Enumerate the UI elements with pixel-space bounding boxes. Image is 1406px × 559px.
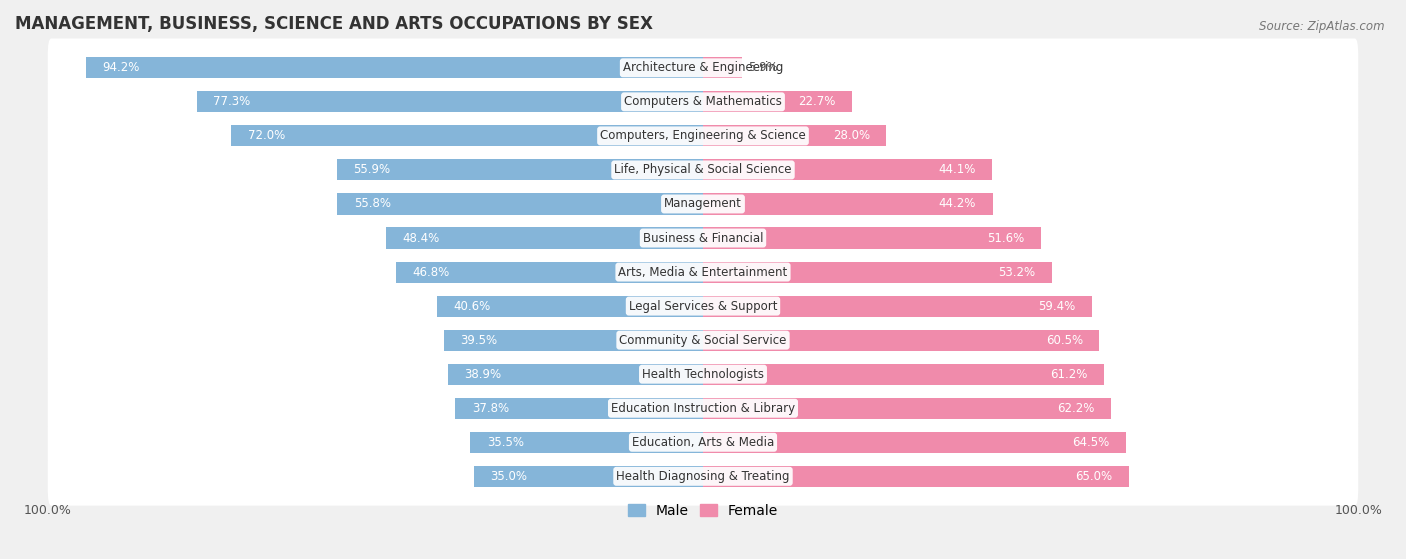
- Text: 59.4%: 59.4%: [1039, 300, 1076, 312]
- FancyBboxPatch shape: [48, 413, 1358, 472]
- Text: 48.4%: 48.4%: [402, 231, 440, 244]
- Text: Source: ZipAtlas.com: Source: ZipAtlas.com: [1260, 20, 1385, 32]
- Bar: [86, 57, 703, 78]
- Bar: [703, 432, 1126, 453]
- Text: Architecture & Engineering: Architecture & Engineering: [623, 61, 783, 74]
- Text: 55.8%: 55.8%: [354, 197, 391, 211]
- Bar: [703, 57, 741, 78]
- Text: 44.1%: 44.1%: [938, 163, 976, 177]
- Text: 28.0%: 28.0%: [832, 129, 870, 143]
- Text: 61.2%: 61.2%: [1050, 368, 1088, 381]
- Bar: [231, 125, 703, 146]
- Text: 22.7%: 22.7%: [799, 96, 835, 108]
- Bar: [456, 397, 703, 419]
- Text: Health Technologists: Health Technologists: [643, 368, 763, 381]
- Bar: [471, 432, 703, 453]
- Text: Life, Physical & Social Science: Life, Physical & Social Science: [614, 163, 792, 177]
- Text: 39.5%: 39.5%: [461, 334, 498, 347]
- Text: 35.0%: 35.0%: [491, 470, 527, 483]
- Text: 37.8%: 37.8%: [471, 402, 509, 415]
- Bar: [437, 296, 703, 316]
- Bar: [703, 91, 852, 112]
- Text: 35.5%: 35.5%: [486, 436, 524, 449]
- Text: 46.8%: 46.8%: [413, 266, 450, 278]
- Text: 60.5%: 60.5%: [1046, 334, 1083, 347]
- Text: 44.2%: 44.2%: [939, 197, 976, 211]
- FancyBboxPatch shape: [48, 107, 1358, 165]
- Text: 94.2%: 94.2%: [103, 61, 139, 74]
- Bar: [336, 159, 703, 181]
- Text: 51.6%: 51.6%: [987, 231, 1025, 244]
- Bar: [703, 228, 1040, 249]
- Bar: [337, 193, 703, 215]
- FancyBboxPatch shape: [48, 345, 1358, 404]
- Bar: [703, 193, 993, 215]
- Text: 72.0%: 72.0%: [247, 129, 285, 143]
- Bar: [703, 330, 1099, 350]
- Text: Education, Arts & Media: Education, Arts & Media: [631, 436, 775, 449]
- Bar: [396, 262, 703, 283]
- Text: Computers, Engineering & Science: Computers, Engineering & Science: [600, 129, 806, 143]
- Bar: [703, 397, 1111, 419]
- FancyBboxPatch shape: [48, 73, 1358, 131]
- Text: Business & Financial: Business & Financial: [643, 231, 763, 244]
- Text: 38.9%: 38.9%: [464, 368, 502, 381]
- Bar: [385, 228, 703, 249]
- Bar: [703, 159, 993, 181]
- Text: 53.2%: 53.2%: [998, 266, 1035, 278]
- FancyBboxPatch shape: [48, 379, 1358, 438]
- Text: Legal Services & Support: Legal Services & Support: [628, 300, 778, 312]
- Text: 5.9%: 5.9%: [748, 61, 778, 74]
- Text: Management: Management: [664, 197, 742, 211]
- Bar: [449, 364, 703, 385]
- FancyBboxPatch shape: [48, 209, 1358, 267]
- Text: Education Instruction & Library: Education Instruction & Library: [612, 402, 794, 415]
- Bar: [703, 296, 1092, 316]
- Text: 64.5%: 64.5%: [1071, 436, 1109, 449]
- FancyBboxPatch shape: [48, 141, 1358, 199]
- Bar: [703, 364, 1104, 385]
- FancyBboxPatch shape: [48, 243, 1358, 301]
- Bar: [444, 330, 703, 350]
- Bar: [703, 466, 1129, 487]
- Text: 40.6%: 40.6%: [453, 300, 491, 312]
- Text: Health Diagnosing & Treating: Health Diagnosing & Treating: [616, 470, 790, 483]
- FancyBboxPatch shape: [48, 447, 1358, 505]
- Bar: [703, 262, 1052, 283]
- Bar: [474, 466, 703, 487]
- Text: 62.2%: 62.2%: [1057, 402, 1094, 415]
- FancyBboxPatch shape: [48, 39, 1358, 97]
- Text: Computers & Mathematics: Computers & Mathematics: [624, 96, 782, 108]
- FancyBboxPatch shape: [48, 277, 1358, 335]
- Legend: Male, Female: Male, Female: [623, 498, 783, 523]
- FancyBboxPatch shape: [48, 311, 1358, 369]
- Text: MANAGEMENT, BUSINESS, SCIENCE AND ARTS OCCUPATIONS BY SEX: MANAGEMENT, BUSINESS, SCIENCE AND ARTS O…: [15, 15, 652, 33]
- Text: 77.3%: 77.3%: [212, 96, 250, 108]
- FancyBboxPatch shape: [48, 175, 1358, 233]
- Bar: [703, 125, 886, 146]
- Bar: [197, 91, 703, 112]
- Text: Arts, Media & Entertainment: Arts, Media & Entertainment: [619, 266, 787, 278]
- Text: 55.9%: 55.9%: [353, 163, 391, 177]
- Text: 65.0%: 65.0%: [1076, 470, 1112, 483]
- Text: Community & Social Service: Community & Social Service: [619, 334, 787, 347]
